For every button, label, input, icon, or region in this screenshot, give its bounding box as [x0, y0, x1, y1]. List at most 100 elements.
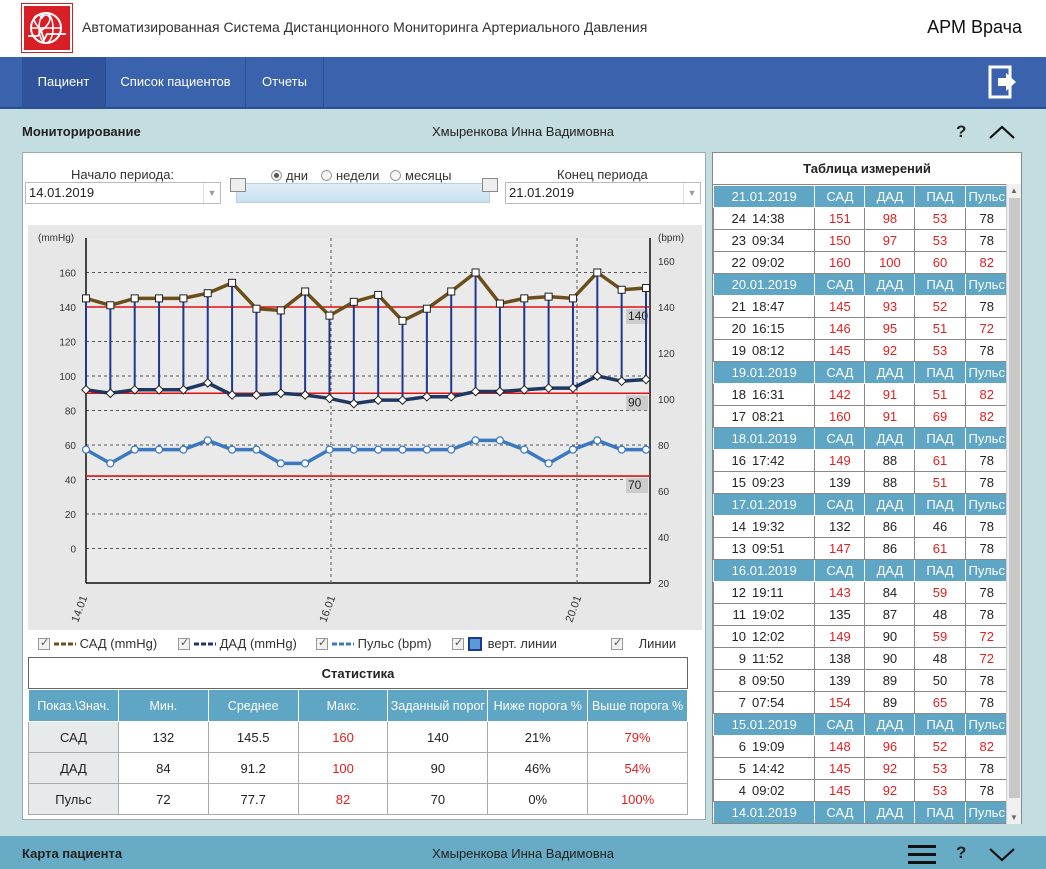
radio-months[interactable]: месяцы: [390, 168, 452, 183]
table-row[interactable]: 10 12:02 149 90 59 72: [713, 625, 1009, 648]
table-row[interactable]: 9 11:52 138 90 48 72: [713, 647, 1009, 670]
dad-point: [568, 383, 578, 394]
stats-cell: 132: [117, 721, 209, 753]
column-header: Пульс: [964, 801, 1009, 823]
measurement-value: 89: [864, 669, 916, 692]
table-row[interactable]: 8 09:50 139 89 50 78: [713, 669, 1009, 692]
measurement-clock: 09:02: [752, 255, 785, 270]
day-date: 15.01.2019: [713, 713, 816, 736]
legend-pulse[interactable]: Пульс (bpm): [316, 636, 432, 651]
period-end-select[interactable]: 21.01.2019 ▼: [505, 182, 701, 204]
measurement-clock: 09:50: [752, 673, 785, 688]
radio-days[interactable]: дни: [271, 168, 308, 183]
table-row: Пульс 72 77.7 82 70 0% 100%: [28, 783, 688, 815]
nav-patient-list[interactable]: Список пациентов: [106, 57, 246, 107]
measurement-value: 82: [964, 405, 1009, 428]
checkbox-icon[interactable]: [38, 636, 50, 650]
scroll-down-icon[interactable]: ▼: [1010, 813, 1018, 822]
measurement-time: 13 09:51: [713, 537, 816, 560]
measurement-number: 16: [731, 453, 746, 468]
measurement-value: 90: [864, 647, 916, 670]
sad-point: [203, 289, 212, 298]
dad-point: [592, 371, 603, 381]
table-row[interactable]: 20 16:15 146 95 51 72: [713, 317, 1009, 340]
stats-cell: 100: [297, 752, 389, 784]
checkbox-icon[interactable]: [178, 636, 190, 650]
measurement-clock: 18:47: [752, 299, 785, 314]
checkbox-icon[interactable]: [611, 636, 623, 650]
measurement-time: 11 19:02: [713, 603, 816, 626]
legend-sad[interactable]: САД (mmHg): [38, 636, 157, 651]
table-row[interactable]: 7 07:54 154 89 65 78: [713, 691, 1009, 714]
table-row[interactable]: 21 18:47 145 93 52 78: [713, 295, 1009, 318]
table-row[interactable]: 5 14:42 145 92 53 78: [713, 757, 1009, 780]
measurement-value: 60: [914, 251, 966, 274]
stats-col-header: Заданный порог: [387, 689, 489, 722]
measurement-value: 88: [864, 449, 916, 472]
sad-point: [544, 292, 553, 301]
measurement-number: 23: [731, 233, 746, 248]
table-row[interactable]: 16 17:42 149 88 61 78: [713, 449, 1009, 472]
expand-icon[interactable]: [988, 847, 1016, 863]
table-row[interactable]: 19 08:12 145 92 53 78: [713, 339, 1009, 362]
slider-handle-end[interactable]: [482, 178, 498, 192]
measurements-title: Таблица измерений: [713, 153, 1021, 185]
table-row[interactable]: 14 19:32 132 86 46 78: [713, 515, 1009, 538]
table-row[interactable]: 11 19:02 135 87 48 78: [713, 603, 1009, 626]
left-tick-label: 140: [59, 303, 76, 314]
period-slider[interactable]: [236, 183, 490, 203]
table-row[interactable]: 6 19:09 148 96 52 82: [713, 735, 1009, 758]
menu-icon[interactable]: [908, 844, 936, 864]
measurement-time: 16 17:42: [713, 449, 816, 472]
table-row[interactable]: 15 09:23 139 88 51 78: [713, 471, 1009, 494]
measurement-clock: 19:09: [752, 739, 785, 754]
measurement-value: 53: [914, 339, 966, 362]
table-row[interactable]: 13 09:51 147 86 61 78: [713, 537, 1009, 560]
sad-point: [642, 284, 650, 293]
legend-lines[interactable]: Линии: [611, 636, 676, 651]
measurement-number: 4: [738, 783, 746, 798]
measurement-number: 22: [731, 255, 746, 270]
measurement-value: 50: [914, 669, 966, 692]
help-icon[interactable]: ?: [956, 122, 967, 141]
slider-handle-start[interactable]: [230, 178, 246, 192]
chevron-down-icon[interactable]: ▼: [203, 183, 220, 203]
measurement-value: 78: [964, 603, 1009, 626]
nav-patient[interactable]: Пациент: [22, 57, 106, 107]
pulse-point: [252, 445, 261, 454]
measurement-value: 87: [864, 603, 916, 626]
help-icon[interactable]: ?: [956, 843, 967, 862]
stats-cell: 70: [387, 783, 489, 815]
column-header: САД: [814, 361, 866, 384]
measurement-number: 19: [731, 343, 746, 358]
table-row[interactable]: 22 09:02 160 100 60 82: [713, 251, 1009, 274]
measurement-clock: 09:23: [752, 475, 785, 490]
nav-reports[interactable]: Отчеты: [246, 57, 324, 107]
period-start-select[interactable]: 14.01.2019 ▼: [25, 182, 221, 204]
scroll-up-icon[interactable]: ▲: [1010, 186, 1018, 195]
checkbox-icon[interactable]: [452, 636, 464, 650]
measurement-value: 46: [914, 515, 966, 538]
stats-cell: 82: [297, 783, 389, 815]
sad-point: [568, 294, 577, 303]
collapse-icon[interactable]: [988, 124, 1016, 140]
measurement-value: 78: [964, 295, 1009, 318]
legend-vert-lines[interactable]: верт. линии: [452, 636, 557, 651]
table-row[interactable]: 24 14:38 151 98 53 78: [713, 207, 1009, 230]
table-row[interactable]: 18 16:31 142 91 51 82: [713, 383, 1009, 406]
stats-cell: Пульс: [28, 783, 119, 815]
chevron-down-icon[interactable]: ▼: [683, 183, 700, 203]
measurement-value: 65: [914, 691, 966, 714]
table-row[interactable]: 12 19:11 143 84 59 78: [713, 581, 1009, 604]
scrollbar-thumb[interactable]: [1009, 198, 1020, 798]
radio-weeks[interactable]: недели: [321, 168, 379, 183]
checkbox-icon[interactable]: [316, 636, 328, 650]
legend-dad[interactable]: ДАД (mmHg): [178, 636, 297, 651]
table-row[interactable]: 4 09:02 145 92 53 78: [713, 779, 1009, 802]
table-row[interactable]: 17 08:21 160 91 69 82: [713, 405, 1009, 428]
pulse-point: [203, 436, 212, 445]
measurements-scrollbar[interactable]: ▲ ▼: [1006, 184, 1021, 824]
sad-point: [228, 278, 237, 287]
table-row[interactable]: 23 09:34 150 97 53 78: [713, 229, 1009, 252]
exit-icon[interactable]: [988, 65, 1018, 99]
